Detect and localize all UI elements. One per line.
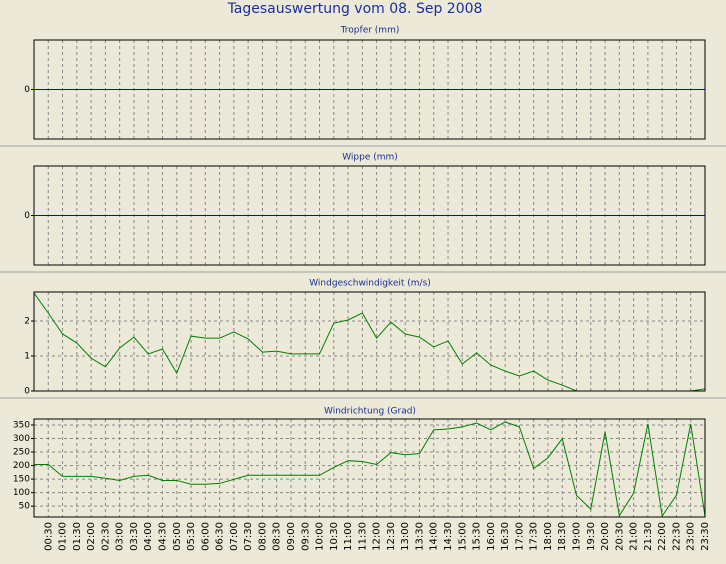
x-tick-label: 19:00 (572, 522, 583, 551)
x-tick-label: 16:30 (500, 522, 511, 551)
panel-title: Tropfer (mm) (340, 26, 400, 36)
x-tick-label: 17:00 (514, 522, 525, 551)
y-tick-label: 50 (19, 502, 31, 512)
x-tick-label: 08:00 (257, 522, 268, 551)
x-tick-label: 18:30 (557, 522, 568, 551)
plot-area (34, 292, 705, 391)
plot-border (33, 165, 706, 266)
y-tick-label: 1 (24, 352, 30, 362)
x-tick-label: 04:00 (143, 522, 154, 551)
plot-area (34, 419, 705, 517)
x-tick-label: 15:30 (472, 522, 483, 551)
x-tick-label: 23:30 (700, 522, 711, 551)
x-tick-label: 16:00 (486, 522, 497, 551)
x-tick-label: 20:30 (614, 522, 625, 551)
x-tick-label: 00:30 (43, 522, 54, 551)
x-tick-label: 22:00 (657, 522, 668, 551)
x-tick-label: 12:00 (372, 522, 383, 551)
plot-border (33, 39, 706, 140)
chart-title: Tagesauswertung vom 08. Sep 2008 (227, 1, 483, 17)
x-tick-label: 10:00 (315, 522, 326, 551)
y-tick-label: 350 (13, 420, 30, 430)
x-tick-label: 07:30 (243, 522, 254, 551)
x-tick-label: 01:00 (58, 522, 69, 551)
x-tick-label: 06:00 (200, 522, 211, 551)
y-tick-label: 100 (13, 488, 30, 498)
x-tick-label: 02:00 (86, 522, 97, 551)
x-tick-label: 22:30 (671, 522, 682, 551)
x-tick-label: 13:30 (414, 522, 425, 551)
x-tick-label: 18:00 (543, 522, 554, 551)
panel-title: Wippe (mm) (342, 153, 398, 163)
x-tick-label: 19:30 (586, 522, 597, 551)
y-tick-label: 150 (13, 475, 30, 485)
y-tick-label: 250 (13, 448, 30, 458)
x-tick-label: 14:00 (429, 522, 440, 551)
x-tick-label: 07:00 (229, 522, 240, 551)
data-line (34, 421, 706, 518)
panel-title: Windrichtung (Grad) (324, 407, 416, 417)
x-tick-label: 10:30 (329, 522, 340, 551)
x-tick-label: 04:30 (157, 522, 168, 551)
x-tick-label: 09:00 (286, 522, 297, 551)
x-tick-label: 11:30 (357, 522, 368, 551)
x-tick-label: 05:30 (186, 522, 197, 551)
x-tick-label: 11:00 (343, 522, 354, 551)
y-tick-label: 0 (24, 85, 30, 95)
x-tick-label: 14:30 (443, 522, 454, 551)
x-tick-label: 03:00 (115, 522, 126, 551)
y-tick-label: 200 (13, 461, 30, 471)
x-tick-label: 21:00 (629, 522, 640, 551)
x-tick-label: 21:30 (643, 522, 654, 551)
x-tick-label: 15:00 (457, 522, 468, 551)
x-tick-label: 17:30 (529, 522, 540, 551)
plot-border (33, 291, 706, 392)
y-tick-label: 2 (24, 317, 30, 327)
x-tick-label: 06:30 (215, 522, 226, 551)
y-tick-label: 0 (24, 387, 30, 397)
x-tick-label: 09:30 (300, 522, 311, 551)
y-tick-label: 0 (24, 211, 30, 221)
x-tick-label: 01:30 (72, 522, 83, 551)
x-tick-label: 02:30 (100, 522, 111, 551)
plot-border (33, 418, 706, 518)
x-tick-label: 12:30 (386, 522, 397, 551)
x-tick-label: 13:00 (400, 522, 411, 551)
x-tick-label: 03:30 (129, 522, 140, 551)
x-tick-label: 08:30 (272, 522, 283, 551)
x-tick-label: 20:00 (600, 522, 611, 551)
panel-title: Windgeschwindigkeit (m/s) (309, 279, 431, 289)
x-tick-label: 23:00 (686, 522, 697, 551)
x-tick-label: 05:00 (172, 522, 183, 551)
y-tick-label: 300 (13, 434, 30, 444)
